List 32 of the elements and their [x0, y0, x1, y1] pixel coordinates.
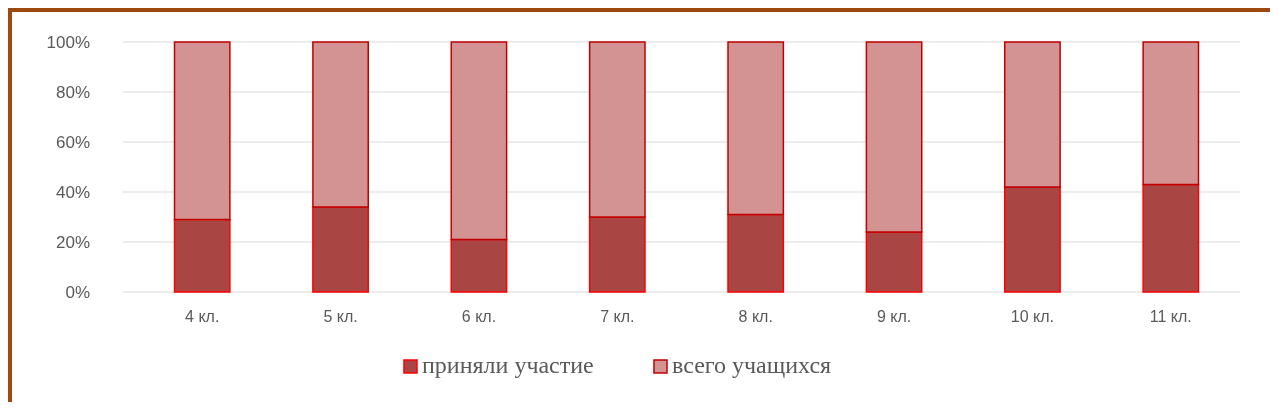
bar	[450, 238, 508, 293]
bar	[865, 41, 923, 233]
bar	[1142, 183, 1200, 293]
legend-label: приняли участие	[422, 352, 594, 378]
x-tick-label: 11 кл.	[1149, 308, 1192, 325]
bar	[727, 213, 785, 293]
y-tick-label: 20%	[55, 232, 90, 252]
x-tick-label: 7 кл.	[600, 308, 635, 325]
legend-label: всего учащихся	[672, 352, 832, 378]
y-tick-label: 100%	[46, 32, 90, 52]
x-tick-label: 5 кл.	[323, 308, 358, 325]
bar	[588, 216, 646, 293]
bar	[312, 41, 369, 208]
x-tick-label: 6 кл.	[461, 308, 497, 325]
x-tick-label: 9 кл.	[876, 308, 912, 325]
bar	[173, 41, 231, 221]
bar	[588, 41, 646, 218]
bar	[1142, 41, 1200, 186]
bar	[1004, 41, 1061, 188]
bar	[312, 206, 369, 293]
bar	[865, 231, 923, 293]
y-tick-label: 80%	[55, 82, 90, 102]
y-tick-label: 0%	[65, 282, 90, 302]
y-tick-label: 60%	[55, 132, 90, 152]
y-tick-label: 40%	[55, 182, 90, 202]
bar	[450, 41, 508, 241]
x-tick-label: 4 кл.	[185, 308, 220, 325]
x-tick-label: 10 кл.	[1010, 308, 1055, 325]
bar	[727, 41, 785, 216]
bar	[173, 218, 231, 293]
bar	[1004, 186, 1061, 293]
x-tick-label: 8 кл.	[738, 308, 773, 325]
